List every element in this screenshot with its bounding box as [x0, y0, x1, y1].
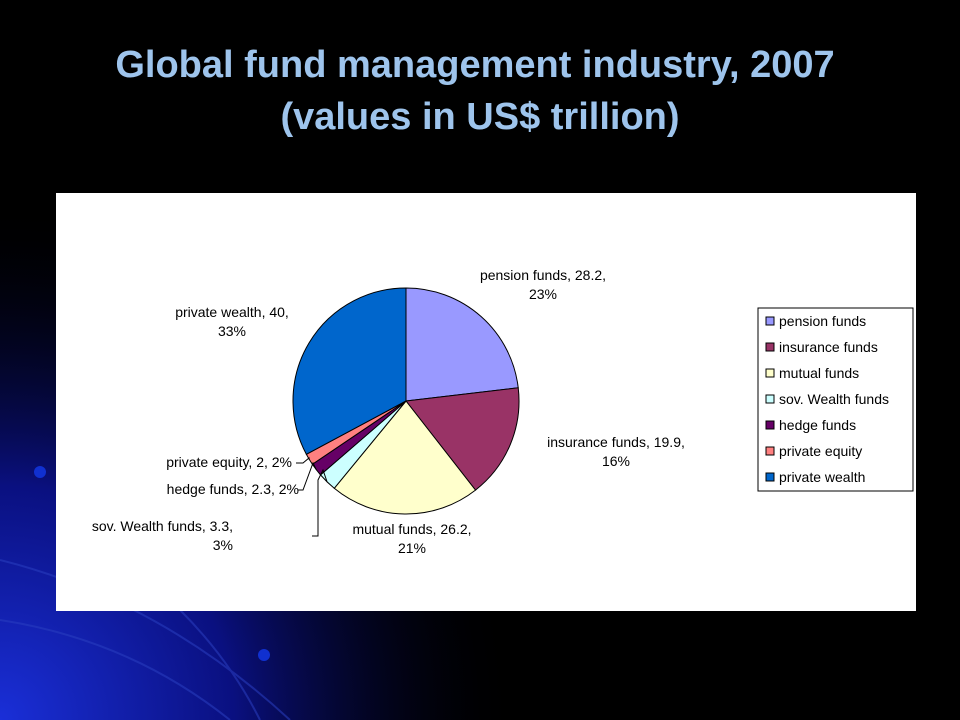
- legend-swatch-insurance-funds: [765, 342, 775, 352]
- data-label-pension-funds: pension funds, 28.2, 23%: [480, 267, 606, 302]
- pie-slice-pension-funds: [405, 287, 519, 402]
- legend-swatch-private-equity: [765, 446, 775, 456]
- legend-label-private-equity: private equity: [779, 443, 862, 459]
- legend-swatch-sov-wealth-funds: [765, 394, 775, 404]
- pie-slice-mutual-funds: [333, 400, 477, 515]
- legend: pension funds insurance funds mutual funds…: [757, 307, 914, 492]
- background-swoosh-lines: [0, 559, 291, 720]
- slide-title: Global fund management industry, 2007: [115, 44, 835, 86]
- legend-label-mutual-funds: mutual funds: [779, 365, 859, 381]
- data-label-mutual-funds: mutual funds, 26.2, 21%: [352, 521, 471, 556]
- data-label-sov-wealth-funds: sov. Wealth funds, 3.3, 3%: [92, 518, 233, 553]
- pie-slice-private-wealth: [292, 287, 407, 455]
- legend-label-hedge-funds: hedge funds: [779, 417, 856, 433]
- data-label-hedge-funds: hedge funds, 2.3, 2%: [167, 481, 299, 497]
- data-label-insurance-funds: insurance funds, 19.9, 16%: [547, 434, 685, 469]
- chart-panel: pension funds, 28.2, 23% insurance funds, …: [56, 193, 916, 611]
- leader-line-sov-wealth-funds: [312, 468, 328, 537]
- data-labels: pension funds, 28.2, 23% insurance funds, …: [92, 267, 685, 556]
- legend-label-sov-wealth-funds: sov. Wealth funds: [779, 391, 889, 407]
- slide-subtitle: (values in US$ trillion): [280, 96, 680, 138]
- legend-swatch-private-wealth: [765, 472, 775, 482]
- legend-label-private-wealth: private wealth: [779, 469, 865, 485]
- data-label-private-wealth: private wealth, 40, 33%: [175, 304, 289, 339]
- legend-label-insurance-funds: insurance funds: [779, 339, 878, 355]
- pie-slice-insurance-funds: [405, 387, 520, 491]
- background-dot: [258, 649, 270, 661]
- legend-swatch-hedge-funds: [765, 420, 775, 430]
- legend-label-pension-funds: pension funds: [779, 313, 866, 329]
- leader-lines: [296, 457, 328, 537]
- legend-box: [757, 307, 914, 492]
- pie-chart: pension funds, 28.2, 23% insurance funds, …: [92, 267, 914, 556]
- legend-swatch-pension-funds: [765, 316, 775, 326]
- leader-line-hedge-funds: [298, 461, 317, 491]
- legend-swatch-mutual-funds: [765, 368, 775, 378]
- background-dot: [34, 466, 46, 478]
- data-label-private-equity: private equity, 2, 2%: [166, 454, 292, 470]
- leader-line-private-equity: [296, 457, 310, 464]
